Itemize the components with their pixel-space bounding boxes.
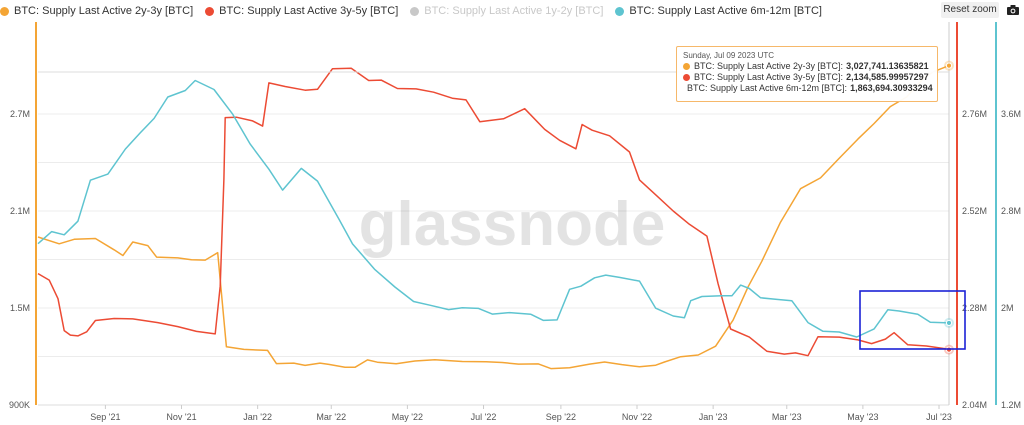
left-axis-tick-label: 1.5M [10,303,30,313]
series-line [37,79,950,338]
series-line [37,67,950,357]
series-line [37,64,950,370]
x-axis-tick-label: Nov '21 [166,412,196,422]
axis-ticks: 900K 1.5M 2.1M 2.7M 2.04M 2.28M 2.52M 2.76M 1.2M… [9,109,1021,422]
right-axis-1-tick-label: 2.76M [962,109,987,119]
tooltip-row: BTC: Supply Last Active 3y-5y [BTC]: 2,1… [683,72,931,83]
tooltip-value: 3,027,741.13635821 [846,61,929,71]
legend-label: BTC: Supply Last Active 3y-5y [BTC] [219,5,399,17]
legend-dot [615,6,625,16]
left-axis-tick-label: 900K [9,400,30,410]
tooltip-label: BTC: Supply Last Active 2y-3y [BTC]: [694,61,844,71]
hover-marker [945,319,953,327]
tooltip-date: Sunday, Jul 09 2023 UTC [683,51,775,60]
right-axis-2-tick-label: 3.6M [1001,109,1021,119]
tooltip-label: BTC: Supply Last Active 3y-5y [BTC]: [694,72,844,82]
tooltip-row: BTC: Supply Last Active 2y-3y [BTC]: 3,0… [683,61,931,72]
tooltip-label: BTC: Supply Last Active 6m-12m [BTC]: [687,83,848,93]
x-axis-tick-label: May '22 [392,412,423,422]
watermark: glassnode [359,190,666,259]
reset-zoom-button[interactable]: Reset zoom [941,2,999,18]
tooltip: Sunday, Jul 09 2023 UTC BTC: Supply Last… [676,46,938,102]
x-axis-tick-label: Jan '22 [243,412,272,422]
hover-marker [945,62,953,69]
legend-item-2y-3y[interactable]: BTC: Supply Last Active 2y-3y [BTC] [0,5,193,17]
legend-dot [0,6,9,16]
tooltip-row: BTC: Supply Last Active 6m-12m [BTC]: 1,… [683,83,933,94]
legend-dot [205,6,215,16]
x-axis-tick-label: Jan '23 [699,412,728,422]
x-axis-tick-label: Mar '22 [316,412,346,422]
legend-label: BTC: Supply Last Active 2y-3y [BTC] [14,5,194,17]
right-axis-1-tick-label: 2.52M [962,206,987,216]
axes [35,22,997,406]
x-axis-tick-label: May '23 [847,412,878,422]
x-axis-tick-label: Jul '23 [926,412,952,422]
right-axis-2-tick-label: 2M [1001,303,1014,313]
legend-label: BTC: Supply Last Active 6m-12m [BTC] [629,5,822,17]
right-axis-2-tick-label: 2.8M [1001,206,1021,216]
legend-item-6m-12m[interactable]: BTC: Supply Last Active 6m-12m [BTC] [615,5,822,17]
tooltip-value: 2,134,585.99957297 [846,72,929,82]
selection-box [859,290,966,350]
legend-item-3y-5y[interactable]: BTC: Supply Last Active 3y-5y [BTC] [205,5,398,17]
tooltip-dot [683,63,690,70]
legend-dot [410,6,420,16]
x-axis-tick-label: Jul '22 [471,412,497,422]
left-axis-tick-label: 2.7M [10,109,30,119]
left-axis-tick-label: 2.1M [10,206,30,216]
right-axis-1-tick-label: 2.04M [962,400,987,410]
x-axis-tick-label: Nov '22 [622,412,652,422]
legend-label: BTC: Supply Last Active 1y-2y [BTC] [424,5,604,17]
right-axis-1-tick-label: 2.28M [962,303,987,313]
legend: BTC: Supply Last Active 2y-3y [BTC] BTC:… [0,0,834,22]
camera-icon[interactable] [1006,3,1020,17]
x-axis-tick-label: Sep '22 [546,412,576,422]
series-lines [37,64,950,370]
legend-item-1y-2y[interactable]: BTC: Supply Last Active 1y-2y [BTC] [410,5,603,17]
x-axis-tick-label: Sep '21 [90,412,120,422]
tooltip-dot [683,74,690,81]
tooltip-value: 1,863,694.30933294 [850,83,933,93]
hover-markers [944,60,954,355]
x-axis-tick-label: Mar '23 [772,412,802,422]
right-axis-2-tick-label: 1.2M [1001,400,1021,410]
